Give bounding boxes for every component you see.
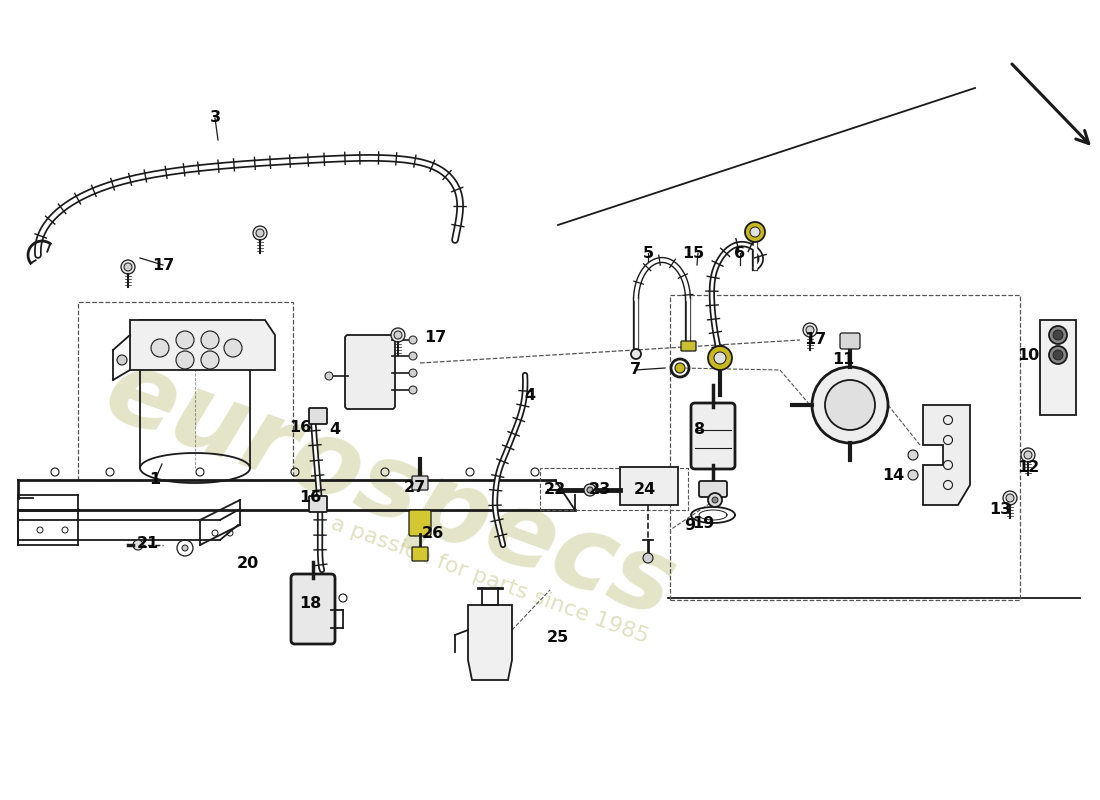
Circle shape [409, 336, 417, 344]
Polygon shape [468, 605, 512, 680]
Circle shape [394, 331, 402, 339]
Circle shape [750, 227, 760, 237]
Circle shape [908, 450, 918, 460]
Circle shape [1003, 491, 1018, 505]
Circle shape [133, 540, 143, 550]
Text: 21: 21 [136, 535, 160, 550]
Text: 4: 4 [329, 422, 341, 438]
Circle shape [675, 363, 685, 373]
Circle shape [390, 328, 405, 342]
Text: 7: 7 [629, 362, 640, 378]
FancyBboxPatch shape [292, 574, 336, 644]
Circle shape [1049, 346, 1067, 364]
Text: 15: 15 [682, 246, 704, 261]
Text: 6: 6 [735, 246, 746, 261]
Circle shape [1049, 326, 1067, 344]
Circle shape [708, 493, 722, 507]
Circle shape [201, 351, 219, 369]
Text: a passion for parts since 1985: a passion for parts since 1985 [328, 513, 651, 647]
Text: 18: 18 [299, 595, 321, 610]
Text: 25: 25 [547, 630, 569, 646]
Circle shape [176, 351, 194, 369]
Text: 4: 4 [525, 387, 536, 402]
Circle shape [117, 355, 126, 365]
Circle shape [803, 323, 817, 337]
Circle shape [151, 339, 169, 357]
Bar [670, 295, 1020, 600]
Text: 5: 5 [642, 246, 653, 261]
Circle shape [908, 470, 918, 480]
Text: 16: 16 [299, 490, 321, 506]
Circle shape [584, 484, 596, 496]
Bar [78, 302, 293, 480]
Text: 8: 8 [694, 422, 705, 438]
Circle shape [631, 349, 641, 359]
Bar [620, 467, 678, 505]
Text: 3: 3 [209, 110, 221, 126]
FancyBboxPatch shape [412, 547, 428, 561]
FancyBboxPatch shape [345, 335, 395, 409]
Circle shape [409, 352, 417, 360]
Circle shape [1021, 448, 1035, 462]
FancyBboxPatch shape [698, 481, 727, 497]
Circle shape [1053, 330, 1063, 340]
Circle shape [708, 346, 732, 370]
Text: 1: 1 [150, 473, 161, 487]
Text: eurospecs: eurospecs [91, 340, 689, 640]
Circle shape [224, 339, 242, 357]
Text: 10: 10 [1016, 347, 1040, 362]
Circle shape [745, 222, 764, 242]
FancyBboxPatch shape [840, 333, 860, 349]
Text: 26: 26 [422, 526, 444, 541]
Text: 19: 19 [692, 515, 714, 530]
Circle shape [587, 487, 593, 493]
Text: 9: 9 [684, 518, 695, 533]
Text: 17: 17 [424, 330, 447, 346]
Text: 22: 22 [543, 482, 566, 498]
Circle shape [1053, 350, 1063, 360]
Circle shape [253, 226, 267, 240]
Circle shape [806, 326, 814, 334]
Text: 24: 24 [634, 482, 656, 498]
Text: 17: 17 [804, 333, 826, 347]
Text: 16: 16 [289, 421, 311, 435]
Circle shape [812, 367, 888, 443]
Text: 13: 13 [989, 502, 1011, 518]
Circle shape [825, 380, 874, 430]
Circle shape [121, 260, 135, 274]
Circle shape [176, 331, 194, 349]
Circle shape [182, 545, 188, 551]
Text: 12: 12 [1016, 461, 1040, 475]
Polygon shape [923, 405, 970, 505]
Bar [540, 468, 688, 510]
Text: 14: 14 [882, 467, 904, 482]
Circle shape [124, 263, 132, 271]
Circle shape [712, 497, 718, 503]
Circle shape [409, 386, 417, 394]
Circle shape [201, 331, 219, 349]
FancyBboxPatch shape [412, 476, 428, 490]
Text: 27: 27 [404, 481, 426, 495]
Circle shape [409, 369, 417, 377]
Circle shape [644, 553, 653, 563]
FancyBboxPatch shape [681, 341, 696, 351]
Circle shape [714, 352, 726, 364]
FancyBboxPatch shape [691, 403, 735, 469]
FancyBboxPatch shape [409, 510, 431, 536]
Text: 20: 20 [236, 555, 260, 570]
FancyBboxPatch shape [309, 408, 327, 424]
Circle shape [256, 229, 264, 237]
Circle shape [1006, 494, 1014, 502]
Text: 23: 23 [588, 482, 612, 498]
Text: 17: 17 [152, 258, 174, 273]
Text: 11: 11 [832, 353, 854, 367]
Circle shape [324, 372, 333, 380]
Polygon shape [130, 320, 275, 370]
Polygon shape [1040, 320, 1076, 415]
FancyBboxPatch shape [309, 496, 327, 512]
Circle shape [1024, 451, 1032, 459]
